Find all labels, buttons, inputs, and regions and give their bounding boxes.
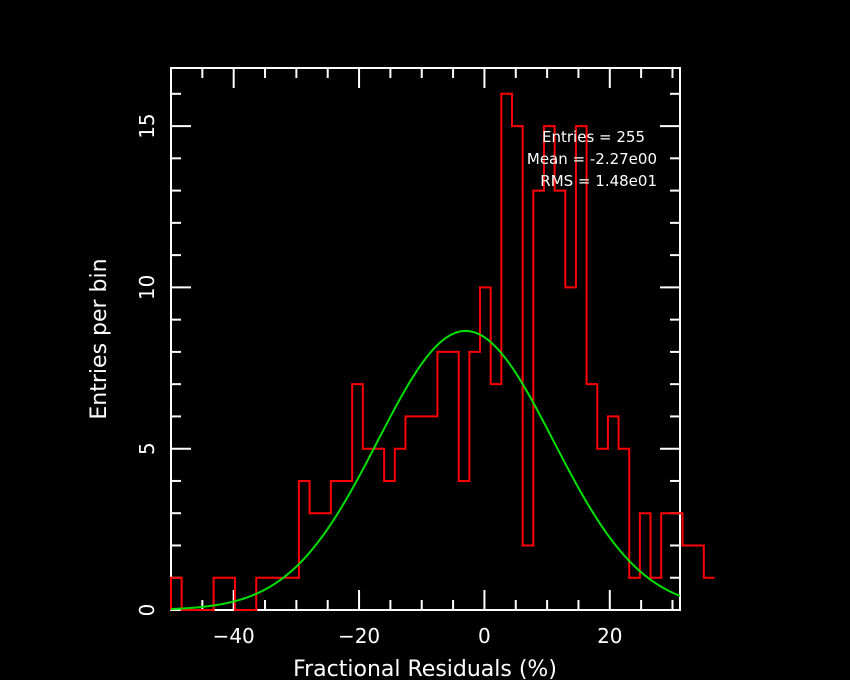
stats-entries: Entries = 255 — [542, 128, 645, 146]
x-tick-label: 0 — [478, 624, 491, 648]
x-tick-label: 20 — [597, 624, 622, 648]
y-tick-labels: 0 5 10 15 — [135, 113, 159, 616]
y-tick-label: 10 — [135, 275, 159, 300]
x-tick-label: −40 — [213, 624, 255, 648]
x-tick-labels: −40 −20 0 20 — [213, 624, 623, 648]
stats-rms: RMS = 1.48e01 — [540, 172, 657, 190]
x-axis-title: Fractional Residuals (%) — [293, 657, 557, 680]
y-tick-label: 0 — [135, 604, 159, 617]
y-tick-label: 5 — [135, 442, 159, 455]
plot-frame — [170, 67, 681, 611]
stats-box: Entries = 255 Mean = -2.27e00 RMS = 1.48… — [527, 128, 657, 190]
gaussian-fit-curve — [170, 329, 681, 610]
x-tick-label: −20 — [338, 624, 380, 648]
stats-mean: Mean = -2.27e00 — [527, 150, 657, 168]
y-axis-title: Entries per bin — [87, 258, 112, 419]
histogram-series — [170, 92, 715, 611]
x-axis-ticks — [170, 68, 674, 610]
y-tick-label: 15 — [135, 113, 159, 138]
